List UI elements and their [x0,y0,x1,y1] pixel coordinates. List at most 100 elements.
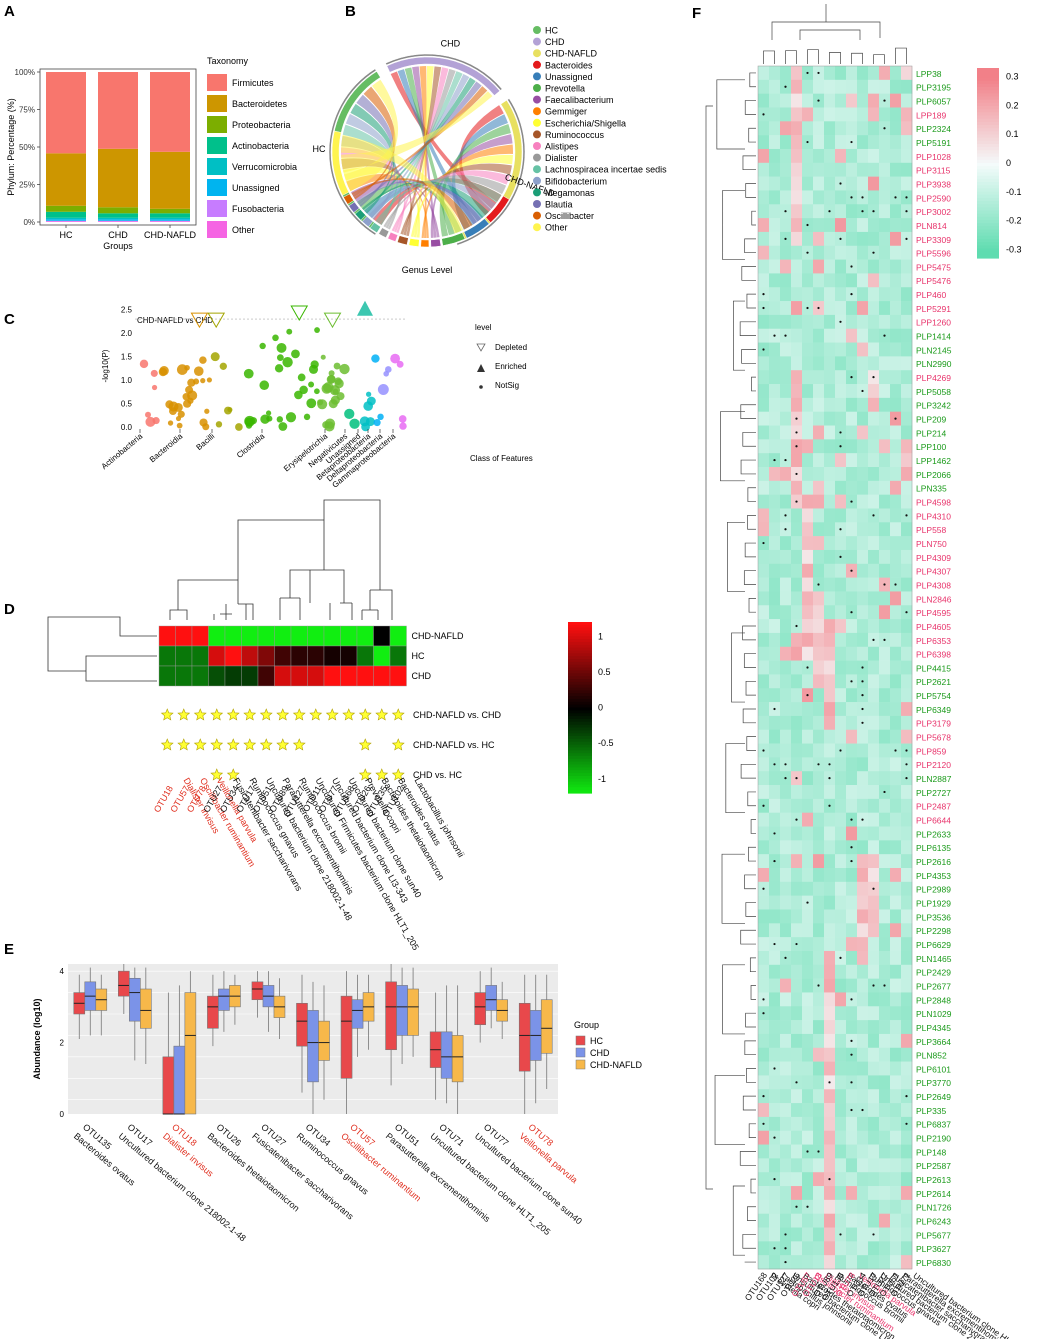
heatmap-cell [802,93,814,108]
heatmap-cell [824,1144,836,1159]
heatmap-cell [307,665,325,687]
heatmap-cell [802,1213,814,1228]
legend-dot [533,188,541,197]
heatmap-cell [769,121,781,136]
heatmap-cell [791,480,803,495]
significance-dot [795,1205,798,1208]
significance-star [391,768,405,781]
feature-point [152,417,160,425]
heatmap-cell [802,798,814,813]
row-label: PLP4345 [916,1023,951,1033]
significance-star [177,708,191,721]
heatmap-cell [890,1186,902,1201]
row-label: PLP6837 [916,1120,951,1130]
heatmap-cell [868,411,880,426]
heatmap-cell [846,411,858,426]
bar-segment-actinobacteria [150,213,190,218]
heatmap-cell [846,1241,858,1256]
heatmap-cell [791,632,803,648]
legend-dot [533,223,541,232]
row-label: PLP5058 [916,387,951,397]
heatmap-cell [868,868,880,883]
heatmap-cell [846,923,858,938]
heatmap-cell [857,328,869,343]
heatmap-cell [901,176,913,191]
heatmap-cell [879,439,891,454]
heatmap-cell [857,245,869,260]
colorbar-step [568,693,592,697]
heatmap-cell [780,743,792,758]
heatmap-cell [835,1103,847,1118]
colorbar-tick: 0 [1006,158,1011,168]
heatmap-cell [824,688,836,703]
colorbar-step [568,750,592,754]
genus-sector [378,227,390,239]
heatmap-cell [857,522,869,537]
heatmap-cell [846,356,858,371]
heatmap-cell [857,563,869,578]
heatmap-cell [769,1033,781,1049]
heatmap-cell [824,301,836,316]
bar-segment-unassigned [150,219,190,221]
heatmap-cell [769,397,781,412]
heatmap-cell [890,1172,902,1187]
colorbar-step [568,673,592,677]
feature-point [260,414,270,424]
heatmap-cell [208,625,226,647]
heatmap-cell [868,619,880,634]
significance-star [375,708,389,721]
row-dendrogram [705,72,756,1263]
heatmap-cell [879,895,891,910]
colorbar-step [568,773,592,777]
feature-point [320,354,326,360]
feature-point [332,388,339,395]
heatmap-cell [846,245,858,260]
heatmap-cell [824,895,836,910]
heatmap-cell [791,273,803,288]
row-label: PLP5476 [916,276,951,286]
significance-star [358,768,372,781]
heatmap-cell [758,688,770,703]
heatmap-cell [769,978,781,993]
heatmap-cell [857,439,869,454]
heatmap-cell [813,909,825,924]
legend-label: Escherichia/Shigella [545,118,626,128]
heatmap-cell [802,453,814,468]
heatmap-cell [879,218,891,233]
heatmap-cell [769,950,781,966]
colorbar-step [568,761,592,766]
heatmap-cell [890,66,902,81]
row-label: PLP335 [916,1106,947,1116]
genus-sector [343,193,354,205]
heatmap-cell [813,1255,825,1270]
heatmap-cell [879,757,891,772]
colorbar-step [568,744,592,748]
heatmap-cell [824,702,836,717]
heatmap-cell [835,1089,847,1104]
heatmap-cell [879,1033,891,1049]
y-axis-label: -log10(P) [101,349,110,382]
significance-dot [762,348,765,351]
heatmap-cell [758,259,770,274]
legend-swatch [207,95,227,112]
heatmap-cell [890,605,902,620]
legend-title: level [475,323,492,332]
heatmap-cell [802,950,814,966]
sector-scale [328,68,377,236]
heatmap-cell [824,494,836,509]
heatmap-cell [857,1130,869,1145]
feature-point [193,378,200,385]
legend-swatch [207,200,227,217]
significance-dot [861,694,864,697]
heatmap-cell [780,729,792,744]
heatmap-cell [813,840,825,855]
heatmap-cell [835,577,847,592]
heatmap-cell [901,881,913,896]
colorbar-step [568,764,592,768]
heatmap-cell [758,370,770,385]
significance-dot [773,832,776,835]
heatmap-cell [901,107,913,122]
colorbar-step [568,704,592,709]
heatmap-cell [824,356,836,371]
heatmap-cell [879,660,891,675]
